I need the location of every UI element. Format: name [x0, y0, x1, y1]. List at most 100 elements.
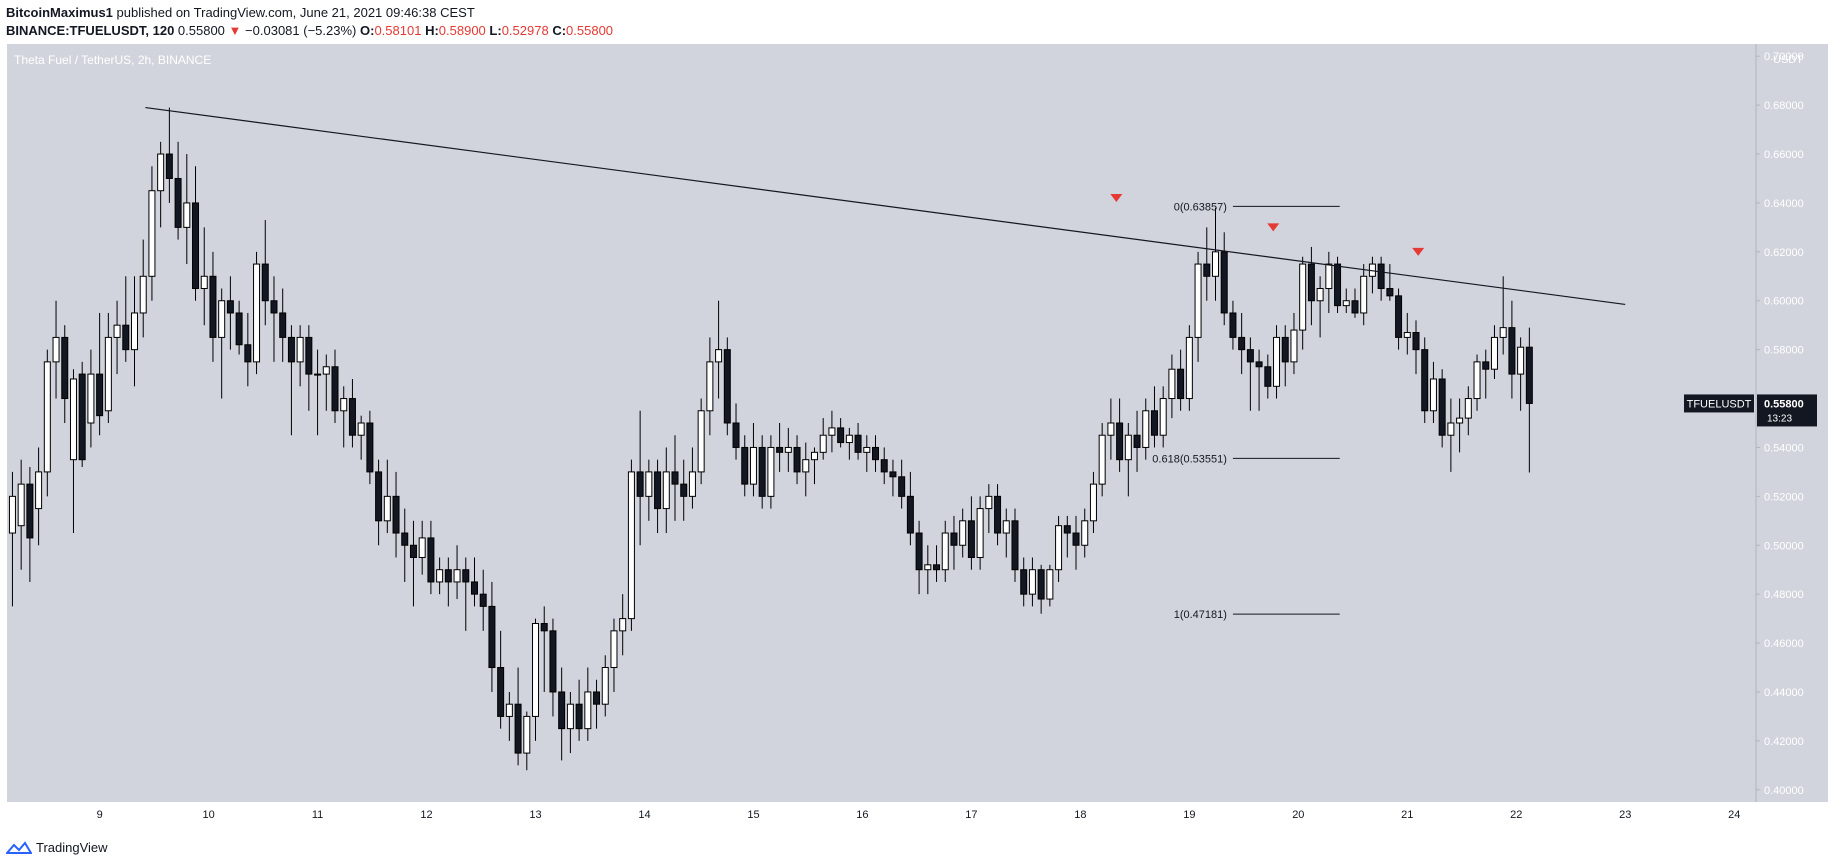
candle-up[interactable]: [1124, 434, 1132, 461]
candle-down[interactable]: [933, 564, 941, 571]
candle-up[interactable]: [418, 537, 426, 558]
candle-up[interactable]: [35, 471, 43, 510]
candle-down[interactable]: [1255, 361, 1263, 368]
candle-down[interactable]: [409, 544, 417, 558]
candle-up[interactable]: [1456, 417, 1464, 424]
candle-down[interactable]: [1525, 346, 1533, 404]
candle-up[interactable]: [113, 324, 121, 338]
candle-up[interactable]: [645, 471, 653, 497]
candle-down[interactable]: [872, 446, 880, 461]
candle-down[interactable]: [96, 373, 104, 417]
candle-up[interactable]: [1299, 263, 1307, 331]
candle-up[interactable]: [322, 366, 330, 375]
candle-down[interactable]: [1377, 263, 1385, 290]
candle-down[interactable]: [61, 336, 69, 400]
candle-up[interactable]: [1290, 329, 1298, 363]
candle-up[interactable]: [1517, 346, 1525, 375]
candle-down[interactable]: [636, 471, 644, 497]
candle-down[interactable]: [1334, 263, 1342, 307]
candle-down[interactable]: [244, 344, 252, 363]
candle-down[interactable]: [549, 630, 557, 693]
candle-up[interactable]: [1473, 361, 1481, 400]
candle-up[interactable]: [43, 361, 51, 473]
candle-up[interactable]: [357, 422, 365, 436]
candle-down[interactable]: [1229, 312, 1237, 338]
candle-up[interactable]: [383, 495, 391, 522]
candle-down[interactable]: [279, 312, 287, 338]
candle-down[interactable]: [558, 691, 566, 730]
candle-up[interactable]: [17, 483, 25, 527]
candle-down[interactable]: [270, 300, 278, 314]
candle-up[interactable]: [810, 451, 818, 461]
candle-down[interactable]: [305, 336, 313, 375]
candle-up[interactable]: [1081, 520, 1089, 546]
candle-up[interactable]: [253, 263, 261, 363]
candle-up[interactable]: [697, 410, 705, 473]
candle-up[interactable]: [610, 630, 618, 669]
candle-up[interactable]: [532, 623, 540, 717]
descending-trendline[interactable]: [145, 106, 1626, 306]
candle-up[interactable]: [976, 508, 984, 558]
candle-down[interactable]: [793, 446, 801, 473]
candle-down[interactable]: [401, 532, 409, 546]
candle-down[interactable]: [1072, 532, 1080, 546]
candle-down[interactable]: [540, 623, 548, 632]
author-name[interactable]: BitcoinMaximus1: [6, 5, 113, 20]
candle-down[interactable]: [1203, 263, 1211, 277]
candle-up[interactable]: [139, 275, 147, 314]
candle-down[interactable]: [462, 569, 470, 583]
candle-up[interactable]: [662, 471, 670, 510]
candle-down[interactable]: [1421, 349, 1429, 412]
candle-down[interactable]: [593, 691, 601, 705]
candle-down[interactable]: [1177, 368, 1185, 400]
candle-down[interactable]: [122, 324, 130, 351]
candle-down[interactable]: [488, 605, 496, 669]
candle-up[interactable]: [296, 336, 304, 363]
candle-down[interactable]: [1020, 569, 1028, 595]
candle-up[interactable]: [863, 446, 871, 453]
candle-down[interactable]: [915, 532, 923, 571]
candle-up[interactable]: [688, 471, 696, 497]
candle-up[interactable]: [1098, 434, 1106, 485]
candle-down[interactable]: [261, 263, 269, 302]
candle-down[interactable]: [967, 520, 975, 558]
candle-down[interactable]: [497, 667, 505, 717]
candle-up[interactable]: [130, 312, 138, 351]
candle-down[interactable]: [889, 471, 897, 478]
candle-down[interactable]: [1246, 349, 1254, 363]
candle-up[interactable]: [183, 202, 191, 228]
candle-down[interactable]: [1011, 520, 1019, 571]
candle-down[interactable]: [226, 300, 234, 314]
candle-up[interactable]: [104, 336, 112, 412]
candle-down[interactable]: [837, 427, 845, 444]
candle-up[interactable]: [1055, 525, 1063, 571]
candle-up[interactable]: [1316, 288, 1324, 302]
candle-up[interactable]: [314, 373, 322, 376]
candle-up[interactable]: [1028, 569, 1036, 595]
candle-down[interactable]: [235, 312, 243, 346]
candle-down[interactable]: [1351, 300, 1359, 314]
candle-up[interactable]: [784, 446, 792, 453]
candle-up[interactable]: [924, 564, 932, 571]
candle-up[interactable]: [1107, 422, 1115, 436]
candle-up[interactable]: [1325, 263, 1333, 290]
candle-down[interactable]: [671, 471, 679, 485]
candle-up[interactable]: [627, 471, 635, 620]
candle-up[interactable]: [1403, 332, 1411, 338]
candle-down[interactable]: [26, 483, 34, 539]
candle-up[interactable]: [802, 459, 810, 473]
candle-up[interactable]: [941, 532, 949, 571]
candle-up[interactable]: [619, 618, 627, 632]
candle-down[interactable]: [776, 446, 784, 453]
candle-down[interactable]: [1063, 525, 1071, 534]
candle-up[interactable]: [453, 569, 461, 583]
candle-down[interactable]: [732, 422, 740, 448]
candle-up[interactable]: [1002, 520, 1010, 534]
candle-down[interactable]: [1508, 327, 1516, 375]
candle-up[interactable]: [767, 446, 775, 497]
candle-up[interactable]: [200, 275, 208, 290]
candle-up[interactable]: [52, 336, 60, 363]
candle-up[interactable]: [985, 495, 993, 510]
candle-down[interactable]: [1395, 295, 1403, 338]
candle-down[interactable]: [906, 495, 914, 534]
